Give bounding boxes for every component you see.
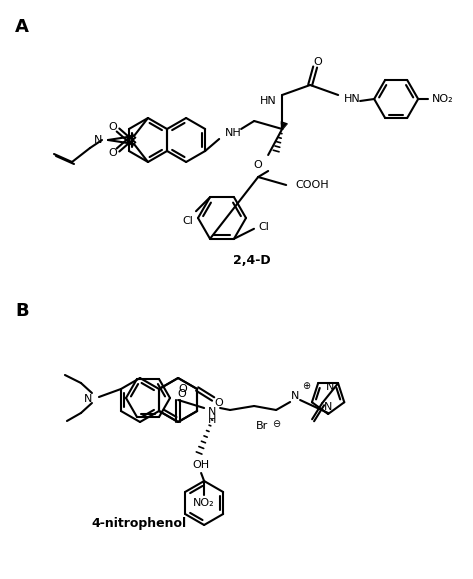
Text: O: O (215, 398, 224, 408)
Text: O: O (109, 122, 117, 132)
Text: N: N (94, 135, 102, 145)
Text: NH: NH (225, 128, 242, 138)
Text: Cl: Cl (183, 216, 193, 226)
Text: O: O (179, 384, 187, 394)
Text: NO₂: NO₂ (193, 498, 215, 508)
Text: ⊖: ⊖ (272, 419, 280, 429)
Text: O: O (254, 160, 263, 170)
Text: A: A (15, 18, 29, 36)
Text: H: H (208, 415, 216, 425)
Text: Cl: Cl (259, 222, 270, 232)
Text: O: O (178, 389, 186, 399)
Text: N: N (208, 407, 216, 417)
Text: NO₂: NO₂ (432, 94, 454, 104)
Text: HN: HN (260, 96, 277, 106)
Text: N: N (324, 402, 333, 412)
Text: Br: Br (256, 421, 268, 431)
Text: B: B (15, 302, 29, 320)
Text: ⊕: ⊕ (302, 381, 310, 391)
Text: 2,4-D: 2,4-D (233, 254, 271, 266)
Text: O: O (314, 57, 323, 67)
Text: 4-nitrophenol: 4-nitrophenol (92, 516, 187, 530)
Text: N: N (84, 394, 92, 404)
Text: COOH: COOH (295, 180, 329, 190)
Text: N: N (291, 391, 299, 401)
Text: OH: OH (193, 460, 210, 470)
Text: O: O (109, 148, 117, 158)
Text: N: N (326, 382, 334, 392)
Text: HN: HN (344, 94, 360, 104)
